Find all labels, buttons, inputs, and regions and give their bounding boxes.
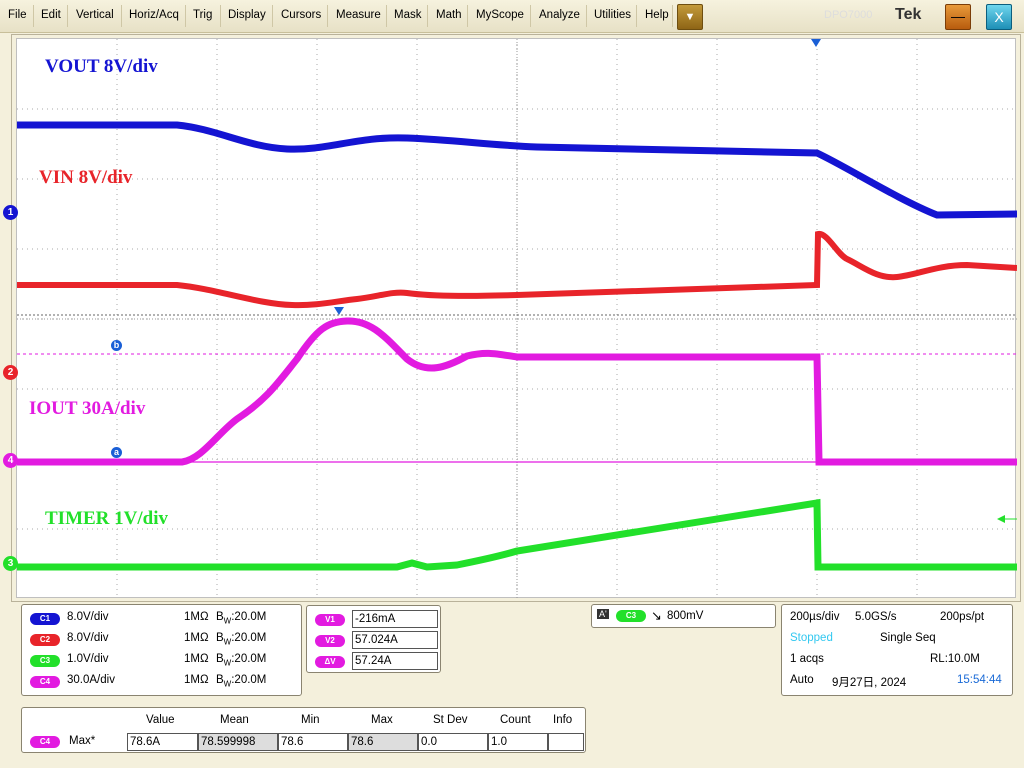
menu-vertical[interactable]: Vertical — [76, 9, 114, 21]
meas-source-badge: C4 — [30, 736, 60, 748]
ch1-impedance: 1MΩ — [184, 611, 209, 623]
ch2-bandwidth: BW:20.0M — [216, 632, 267, 647]
ch2-scale: 8.0V/div — [67, 632, 109, 644]
menu-edit[interactable]: Edit — [41, 9, 61, 21]
ch3-badge[interactable]: C3 — [30, 655, 60, 667]
menu-utilities[interactable]: Utilities — [594, 9, 632, 21]
v2-badge: V2 — [315, 635, 345, 647]
ch2-marker[interactable]: 2 — [3, 365, 18, 380]
meas-max: 78.6 — [348, 733, 418, 751]
trigger-position-marker — [811, 39, 821, 47]
menu-myscope[interactable]: MyScope — [476, 9, 524, 21]
tek-logo: Tek — [895, 6, 922, 23]
meas-value: 78.6A — [127, 733, 198, 751]
meas-header-max: Max — [371, 714, 393, 726]
ch2-impedance: 1MΩ — [184, 632, 209, 644]
close-button[interactable]: X — [986, 4, 1012, 30]
ch3-marker[interactable]: 3 — [3, 556, 18, 571]
acq-mode: Single Seq — [880, 632, 936, 644]
trigger-readout[interactable]: A' C3 ↘ 800mV — [591, 604, 776, 628]
v1-value: -216mA — [352, 610, 438, 628]
ch3-scale: 1.0V/div — [67, 653, 109, 665]
window-title: DPO7000 — [824, 9, 873, 21]
channel-settings-panel[interactable]: C1 8.0V/div 1MΩ BW:20.0M C2 8.0V/div 1MΩ… — [21, 604, 302, 696]
menu-dropdown-button[interactable]: ▼ — [677, 4, 703, 30]
meas-header-stdev: St Dev — [433, 714, 468, 726]
menu-help[interactable]: Help — [645, 9, 669, 21]
cursor-readout-panel[interactable]: V1 -216mA V2 57.024A ΔV 57.24A — [306, 605, 441, 673]
cursor-peak-marker — [334, 307, 344, 315]
trigger-level-arrow — [997, 515, 1005, 523]
menu-file[interactable]: File — [8, 9, 27, 21]
ch4-bandwidth: BW:20.0M — [216, 674, 267, 689]
minimize-button[interactable]: — — [945, 4, 971, 30]
graticule-bezel — [11, 34, 1021, 602]
acquisition-panel[interactable]: 200µs/div 5.0GS/s 200ps/pt Stopped Singl… — [781, 604, 1013, 696]
meas-mean: 78.599998 — [198, 733, 278, 751]
ch2-badge[interactable]: C2 — [30, 634, 60, 646]
v1-badge: V1 — [315, 614, 345, 626]
meas-info — [548, 733, 584, 751]
sample-rate: 5.0GS/s — [855, 611, 897, 623]
vout-label: VOUT 8V/div — [45, 56, 158, 77]
trigger-slope-icon: ↘ — [651, 608, 662, 623]
menu-math[interactable]: Math — [436, 9, 462, 21]
trigger-level: 800mV — [667, 610, 704, 622]
measurement-panel[interactable]: Value Mean Min Max St Dev Count Info C4 … — [21, 707, 586, 753]
dv-value: 57.24A — [352, 652, 438, 670]
meas-header-min: Min — [301, 714, 320, 726]
ch3-bandwidth: BW:20.0M — [216, 653, 267, 668]
vin-trace — [17, 231, 1017, 309]
v2-value: 57.024A — [352, 631, 438, 649]
ch1-scale: 8.0V/div — [67, 611, 109, 623]
cursor-a-label[interactable]: a — [111, 447, 122, 458]
meas-min: 78.6 — [278, 733, 348, 751]
menu-display[interactable]: Display — [228, 9, 266, 21]
menu-trig[interactable]: Trig — [193, 9, 213, 21]
meas-header-info: Info — [553, 714, 573, 726]
cursor-b-label[interactable]: b — [111, 340, 122, 351]
timebase: 200µs/div — [790, 611, 840, 623]
menu-bar: File Edit Vertical Horiz/Acq Trig Displa… — [0, 0, 1024, 33]
meas-count: 1.0 — [488, 733, 548, 751]
ch1-marker[interactable]: 1 — [3, 205, 18, 220]
acq-count: 1 acqs — [790, 653, 824, 665]
meas-header-value: Value — [146, 714, 175, 726]
trigger-a-label: A' — [597, 609, 609, 619]
acq-time: 15:54:44 — [957, 674, 1002, 686]
acq-state: Stopped — [790, 632, 833, 644]
ch4-badge[interactable]: C4 — [30, 676, 60, 688]
dv-badge: ΔV — [315, 656, 345, 668]
resolution: 200ps/pt — [940, 611, 985, 623]
menu-measure[interactable]: Measure — [336, 9, 381, 21]
record-length: RL:10.0M — [930, 653, 980, 665]
ch1-badge[interactable]: C1 — [30, 613, 60, 625]
ch4-marker[interactable]: 4 — [3, 453, 18, 468]
meas-header-mean: Mean — [220, 714, 249, 726]
menu-cursors[interactable]: Cursors — [281, 9, 322, 21]
meas-header-count: Count — [500, 714, 531, 726]
timer-trace — [17, 498, 1017, 571]
meas-stdev: 0.0 — [418, 733, 488, 751]
vin-label: VIN 8V/div — [39, 167, 133, 188]
menu-analyze[interactable]: Analyze — [539, 9, 580, 21]
trigger-mode: Auto — [790, 674, 814, 686]
graticule — [17, 39, 1017, 599]
acq-date: 9月27日, 2024 — [832, 677, 907, 689]
ch1-bandwidth: BW:20.0M — [216, 611, 267, 626]
ch3-impedance: 1MΩ — [184, 653, 209, 665]
ch4-impedance: 1MΩ — [184, 674, 209, 686]
timer-label: TIMER 1V/div — [45, 508, 168, 529]
trigger-source-badge: C3 — [616, 610, 646, 622]
vout-trace — [17, 121, 1017, 219]
waveform-display[interactable]: VOUT 8V/div VIN 8V/div IOUT 30A/div TIME… — [16, 38, 1017, 599]
ch4-scale: 30.0A/div — [67, 674, 115, 686]
menu-mask[interactable]: Mask — [394, 9, 422, 21]
meas-name: Max* — [69, 735, 96, 747]
iout-label: IOUT 30A/div — [29, 398, 146, 419]
iout-trace — [17, 317, 1017, 466]
menu-horiz-acq[interactable]: Horiz/Acq — [129, 9, 179, 21]
